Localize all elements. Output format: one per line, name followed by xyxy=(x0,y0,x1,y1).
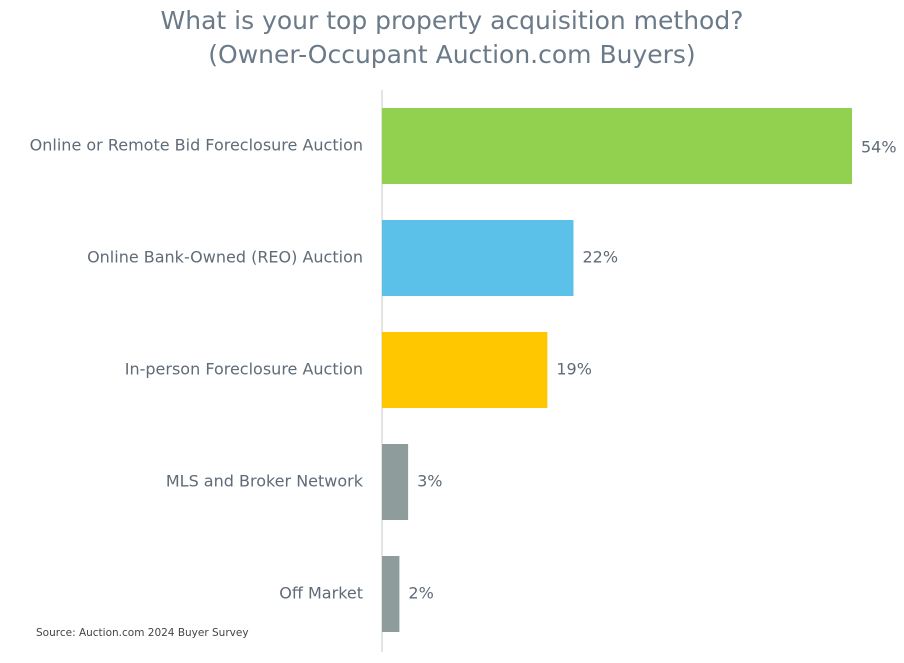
data-label: 22% xyxy=(582,248,618,267)
bar xyxy=(382,556,400,632)
category-label: In-person Foreclosure Auction xyxy=(125,360,363,379)
category-label: Online or Remote Bid Foreclosure Auction xyxy=(30,136,363,155)
data-label: 54% xyxy=(861,138,897,157)
chart-subtitle: (Owner-Occupant Auction.com Buyers) xyxy=(208,40,696,69)
bar xyxy=(382,220,574,296)
category-label: MLS and Broker Network xyxy=(166,472,364,491)
data-label: 3% xyxy=(417,472,442,491)
bar xyxy=(382,108,852,184)
bar xyxy=(382,332,548,408)
bars-group: Online or Remote Bid Foreclosure Auction… xyxy=(30,108,897,632)
category-label: Online Bank-Owned (REO) Auction xyxy=(87,248,363,267)
data-label: 2% xyxy=(408,584,433,603)
bar xyxy=(382,444,409,520)
category-label: Off Market xyxy=(279,584,363,603)
data-label: 19% xyxy=(556,360,592,379)
source-note: Source: Auction.com 2024 Buyer Survey xyxy=(36,627,249,639)
chart-title: What is your top property acquisition me… xyxy=(160,6,744,35)
